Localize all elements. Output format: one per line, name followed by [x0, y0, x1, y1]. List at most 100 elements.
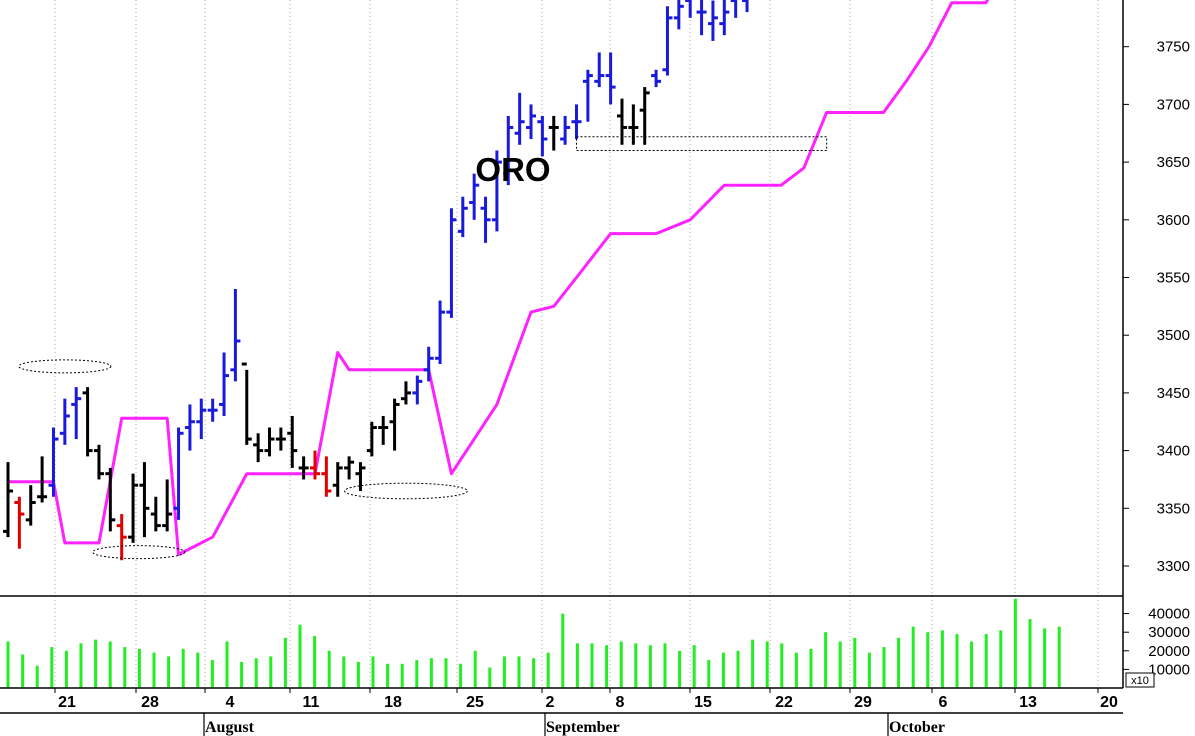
price-tick-label: 3750 — [1157, 39, 1190, 56]
price-bar — [309, 450, 320, 480]
price-bar — [150, 496, 161, 532]
price-tick-label: 3350 — [1157, 500, 1190, 517]
price-bar — [59, 398, 70, 445]
price-bar — [116, 514, 127, 561]
chart-frame — [0, 0, 1124, 714]
dotted-ellipse-marker — [344, 482, 468, 500]
volume-tick-label: 40000 — [1148, 606, 1190, 623]
day-tick-label: 20 — [1100, 694, 1118, 711]
volume-bars-layer — [6, 598, 1061, 688]
day-tick-label: 25 — [466, 694, 484, 711]
price-bar — [378, 415, 389, 445]
price-bar — [298, 456, 309, 480]
price-tick-label: 3600 — [1157, 212, 1190, 229]
month-label: October — [889, 719, 945, 736]
price-bar — [253, 433, 264, 463]
price-bar — [355, 462, 366, 491]
month-label: September — [546, 719, 620, 736]
day-tick-label: 11 — [303, 694, 320, 711]
price-bar — [673, 0, 684, 30]
price-bar — [491, 150, 502, 232]
day-tick-label: 28 — [141, 694, 159, 711]
price-bar — [571, 104, 582, 140]
price-bar — [275, 427, 286, 451]
price-bar — [685, 0, 692, 18]
dotted-box-marker — [576, 136, 828, 152]
price-bar — [514, 92, 525, 145]
price-bar — [707, 0, 718, 41]
day-tick-label: 29 — [854, 694, 872, 711]
price-bar — [25, 485, 36, 526]
price-bar — [548, 115, 559, 151]
price-tick-label: 3500 — [1157, 327, 1190, 344]
day-tick-label: 6 — [939, 694, 948, 711]
day-tick-label: 21 — [58, 694, 76, 711]
price-bar — [219, 352, 230, 416]
price-tick-label: 3550 — [1157, 270, 1190, 287]
day-tick-label: 8 — [616, 694, 625, 711]
price-bar — [412, 375, 423, 405]
price-bars-layer — [3, 0, 749, 561]
price-bar — [742, 0, 749, 13]
price-bar — [287, 415, 298, 468]
price-bar — [469, 173, 480, 220]
price-bar — [435, 300, 446, 365]
price-bar — [503, 115, 514, 186]
price-bar — [582, 69, 593, 122]
price-bar — [48, 427, 59, 497]
price-bar — [719, 0, 730, 36]
price-axis: 3300 3350 3400 3450 3500 3550 3600 3650 3700 3750… — [1123, 39, 1190, 575]
price-bar — [662, 6, 673, 76]
day-tick-label: 4 — [226, 694, 235, 711]
price-bar — [207, 398, 218, 422]
price-bar — [332, 462, 343, 497]
annotations-layer — [18, 136, 828, 560]
price-bar — [616, 98, 627, 145]
volume-multiplier-box — [1125, 672, 1155, 688]
price-bar — [230, 289, 241, 382]
price-bar — [446, 208, 457, 318]
day-tick-label: 18 — [384, 694, 402, 711]
price-bar — [366, 421, 377, 457]
price-bar — [82, 387, 93, 457]
price-bar — [651, 69, 662, 88]
price-bar — [196, 398, 207, 440]
day-tick-label: 13 — [1019, 694, 1037, 711]
price-bar — [93, 444, 104, 480]
volume-tick-label: 30000 — [1148, 624, 1190, 641]
day-tick-label: 15 — [694, 694, 712, 711]
price-bar — [696, 0, 707, 36]
price-bar — [321, 456, 332, 497]
price-bar — [344, 456, 355, 480]
price-bar — [3, 462, 13, 538]
price-bar — [128, 473, 139, 543]
price-bar — [173, 427, 184, 520]
price-tick-label: 3450 — [1157, 385, 1190, 402]
price-bar — [162, 479, 173, 532]
price-bar — [14, 496, 25, 549]
price-tick-label: 3700 — [1157, 96, 1190, 113]
dotted-ellipse-marker — [18, 359, 112, 374]
grid-lines — [54, 0, 1099, 688]
price-bar — [628, 104, 639, 145]
price-tick-label: 3400 — [1157, 443, 1190, 460]
price-tick-label: 3650 — [1157, 154, 1190, 171]
chart-title: ORO — [475, 151, 550, 188]
price-bar — [560, 115, 571, 145]
price-bar — [537, 115, 548, 157]
price-bar — [71, 387, 82, 440]
price-bar — [105, 467, 116, 532]
price-bar — [37, 456, 48, 503]
volume-tick-label: 20000 — [1148, 643, 1190, 660]
month-label: August — [205, 719, 255, 736]
price-bar — [594, 52, 605, 88]
volume-multiplier-label: x10 — [1131, 675, 1149, 687]
day-tick-label: 2 — [546, 694, 555, 711]
price-bar — [457, 196, 468, 238]
price-bar — [389, 398, 400, 451]
price-bar — [423, 346, 434, 382]
price-tick-label: 3300 — [1157, 558, 1190, 575]
